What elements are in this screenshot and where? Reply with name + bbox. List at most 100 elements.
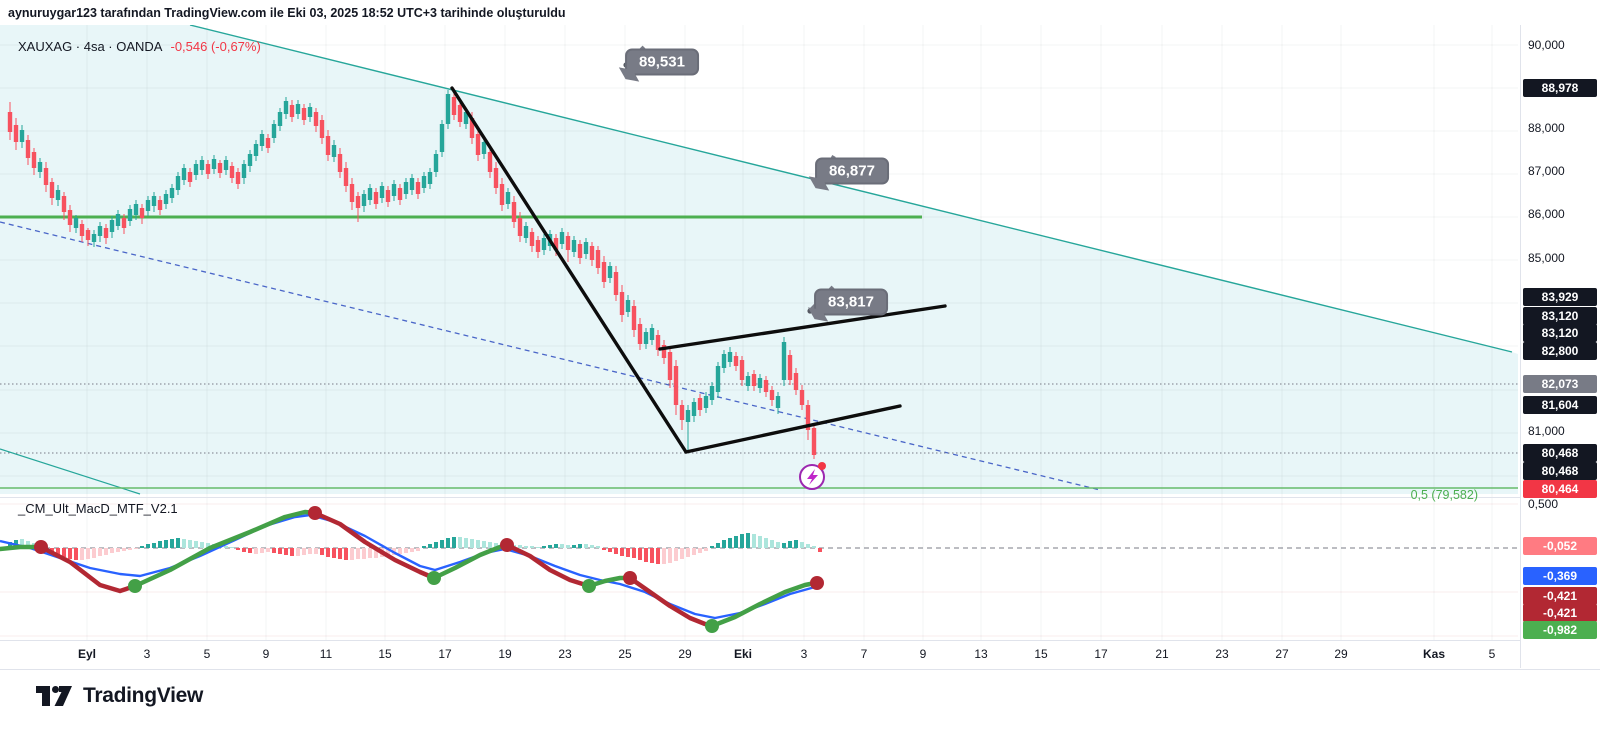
hist-bar — [134, 548, 138, 549]
symbol-change: -0,546 (-0,67%) — [170, 39, 261, 54]
symbol-legend[interactable]: XAUXAG · 4sa · OANDA -0,546 (-0,67%) — [18, 39, 261, 54]
hist-bar — [668, 548, 672, 563]
time-axis[interactable]: Eyl 3 5 9 11 15 17 19 23 25 29 Eki 3 7 9 13 15 17 21 23 27 29… — [0, 640, 1520, 669]
candle-body — [769, 390, 775, 400]
hist-bar — [632, 548, 636, 558]
hist-bar — [62, 548, 66, 557]
hist-bar — [458, 537, 462, 548]
tradingview-logo[interactable]: TradingView — [35, 684, 203, 708]
hist-bar — [248, 548, 252, 553]
hist-bar — [422, 546, 426, 548]
x-axis-tick: 19 — [498, 647, 512, 661]
hist-bar — [314, 548, 318, 554]
candle-body — [391, 184, 397, 196]
candle-body — [409, 178, 415, 190]
x-axis-tick: 15 — [378, 647, 392, 661]
hist-bar — [548, 545, 552, 548]
candle-body — [115, 214, 121, 226]
price-axis[interactable]: 90,000 88,000 87,000 86,000 85,000 81,000 0,50… — [1520, 25, 1600, 668]
price-callout[interactable]: 83,817 — [814, 288, 888, 316]
hist-bar — [662, 548, 666, 564]
candle-body — [691, 402, 697, 416]
candle-body — [517, 218, 523, 236]
x-axis-tick: 29 — [1334, 647, 1348, 661]
candle-body — [637, 324, 643, 344]
candle-body — [157, 200, 163, 210]
hist-bar — [110, 548, 114, 553]
indicator-title[interactable]: _CM_Ult_MacD_MTF_V2.1 — [18, 501, 178, 516]
candle-body — [505, 192, 511, 204]
candle-body — [19, 130, 25, 142]
hist-bar — [650, 548, 654, 563]
black-trendline-3[interactable] — [684, 404, 902, 454]
hist-bar — [752, 534, 756, 548]
candle-body — [331, 145, 337, 157]
candle-body — [475, 134, 481, 155]
hist-bar — [674, 548, 678, 561]
hist-bar — [806, 544, 810, 548]
wedge-upper-trendline[interactable] — [189, 25, 1513, 353]
candle-body — [325, 136, 331, 155]
candles[interactable] — [7, 90, 817, 459]
x-axis-tick: Kas — [1422, 647, 1446, 661]
candle-body — [781, 342, 787, 380]
hist-bar — [734, 536, 738, 548]
hist-bar — [584, 544, 588, 548]
hist-bar — [86, 548, 90, 559]
candle-body — [439, 124, 445, 152]
y-axis-label: 0,500 — [1528, 497, 1559, 511]
candle-body — [775, 396, 781, 408]
black-trendline-2[interactable] — [658, 304, 947, 351]
hist-bar — [290, 548, 294, 556]
candle-body — [193, 164, 199, 175]
candle-body — [445, 94, 451, 124]
x-axis-tick: 23 — [558, 647, 572, 661]
candle-body — [181, 168, 187, 180]
hist-bar — [146, 544, 150, 548]
candle-body — [745, 376, 751, 386]
candle-body — [757, 378, 763, 388]
hist-bar — [80, 548, 84, 560]
hist-bar — [596, 546, 600, 548]
candle-body — [13, 125, 19, 142]
hist-bar — [194, 541, 198, 548]
hist-bar — [176, 538, 180, 548]
candle-body — [199, 160, 205, 170]
wedge-lower-trendline[interactable] — [0, 448, 141, 495]
hist-bar — [644, 548, 648, 562]
lightning-event-marker[interactable] — [799, 462, 826, 490]
y-axis-label: 85,000 — [1528, 251, 1565, 265]
hist-bar — [524, 546, 528, 548]
candle-body — [751, 374, 757, 386]
price-badge-darkred: -0,421 — [1523, 587, 1597, 605]
candle-body — [661, 345, 667, 358]
candle-body — [49, 182, 55, 198]
hist-bar — [296, 548, 300, 556]
candle-body — [697, 398, 703, 410]
pane-separator[interactable] — [0, 497, 1520, 498]
price-pane-chart[interactable] — [0, 25, 1520, 497]
price-badge-dark: 80,468 — [1523, 462, 1597, 480]
hist-bar — [626, 548, 630, 557]
hist-bar — [692, 548, 696, 555]
candle-body — [805, 405, 811, 430]
macd-pane-chart[interactable] — [0, 497, 1520, 640]
candle-body — [607, 266, 613, 278]
black-trendline-1[interactable] — [450, 86, 688, 454]
price-badge-dark: 88,978 — [1523, 79, 1597, 97]
hist-bar — [170, 539, 174, 548]
hist-bar — [224, 546, 228, 548]
candle-body — [349, 184, 355, 202]
chart-bottom-border — [0, 669, 1600, 670]
price-callout[interactable]: 89,531 — [625, 48, 699, 76]
candle-body — [133, 204, 139, 215]
price-badge-blue: -0,369 — [1523, 567, 1597, 585]
hist-bar — [602, 548, 606, 550]
candle-body — [265, 138, 271, 148]
attribution-text: aynuruygar123 tarafından TradingView.com… — [8, 6, 566, 20]
hist-bar — [440, 540, 444, 548]
price-callout[interactable]: 86,877 — [815, 157, 889, 185]
price-badge-dark: 81,604 — [1523, 396, 1597, 414]
hist-bar — [572, 545, 576, 548]
